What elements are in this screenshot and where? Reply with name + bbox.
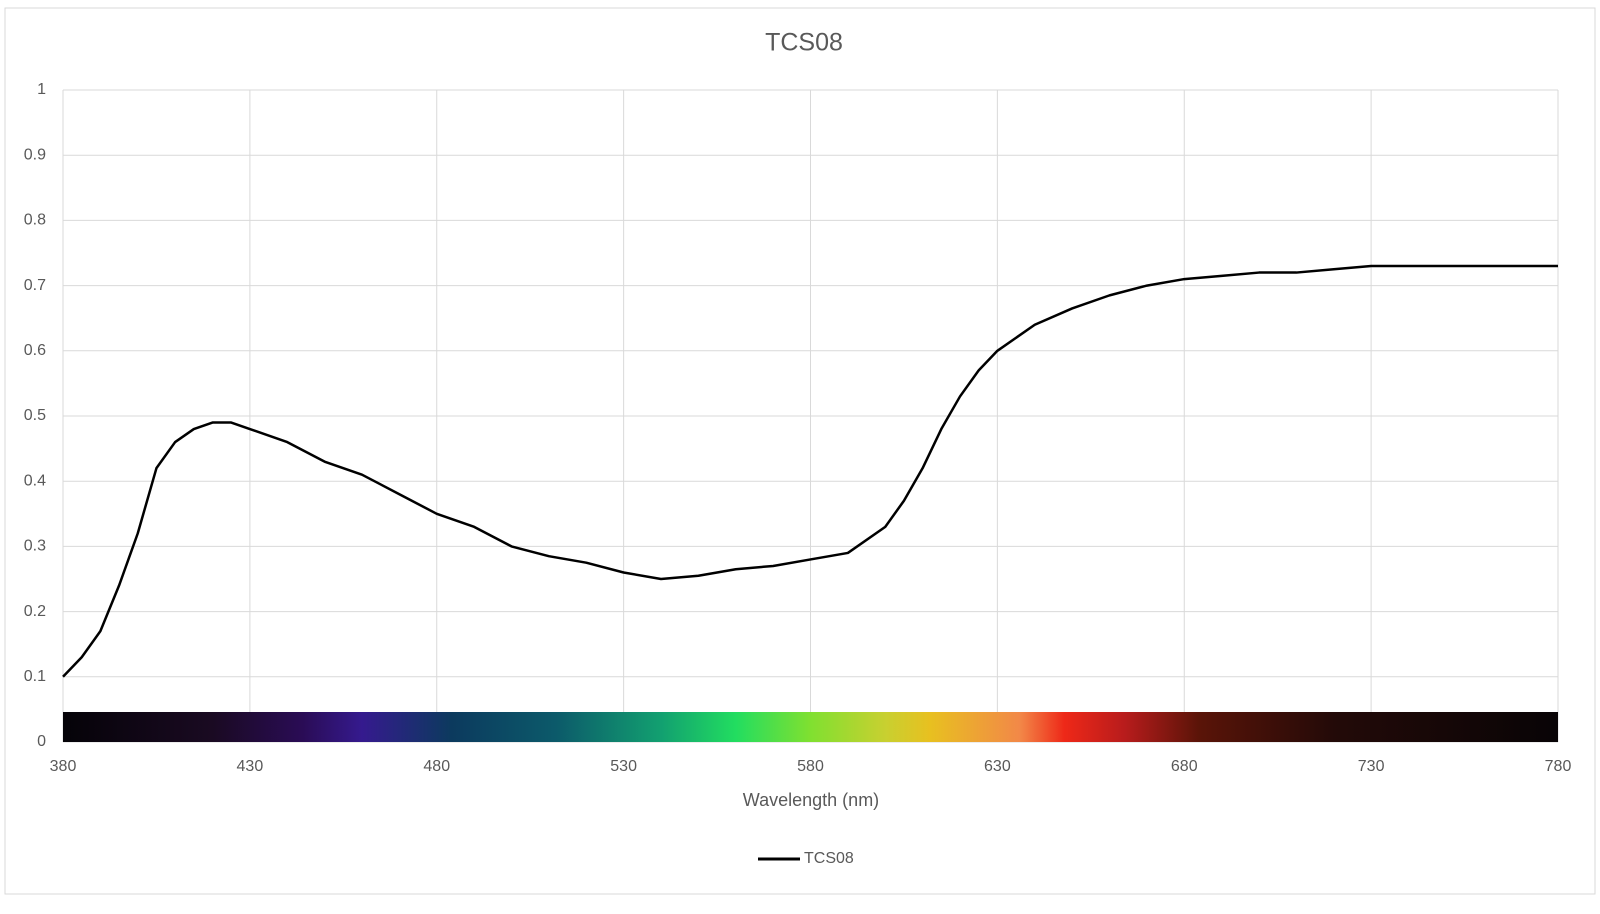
y-tick-label: 0.9 [24,146,46,163]
data-line [62,264,1558,678]
y-tick-label: 0.2 [24,603,46,620]
y-tick-label: 0.4 [24,472,46,489]
x-tick-label: 680 [1171,758,1198,775]
y-tick-label: 0.8 [24,212,46,229]
x-tick-label: 730 [1358,758,1385,775]
x-tick-label: 530 [610,758,637,775]
y-tick-label: 0.6 [24,342,46,359]
y-tick-label: 0.3 [24,538,46,555]
x-axis-title: Wavelength (nm) [743,790,879,810]
legend-label: TCS08 [804,850,854,867]
y-tick-label: 0.7 [24,277,46,294]
x-tick-label: 430 [237,758,264,775]
y-tick-label: 0 [37,733,46,750]
x-tick-label: 630 [984,758,1011,775]
spectrum-band [63,712,1558,742]
x-tick-label: 480 [423,758,450,775]
y-tick-label: 0.5 [24,407,46,424]
x-tick-label: 380 [50,758,77,775]
x-tick-label: 780 [1545,758,1572,775]
x-tick-label: 580 [797,758,824,775]
y-tick-label: 1 [37,81,46,98]
plot-area [62,264,1558,678]
chart-title: TCS08 [765,29,843,57]
y-tick-label: 0.1 [24,668,46,685]
